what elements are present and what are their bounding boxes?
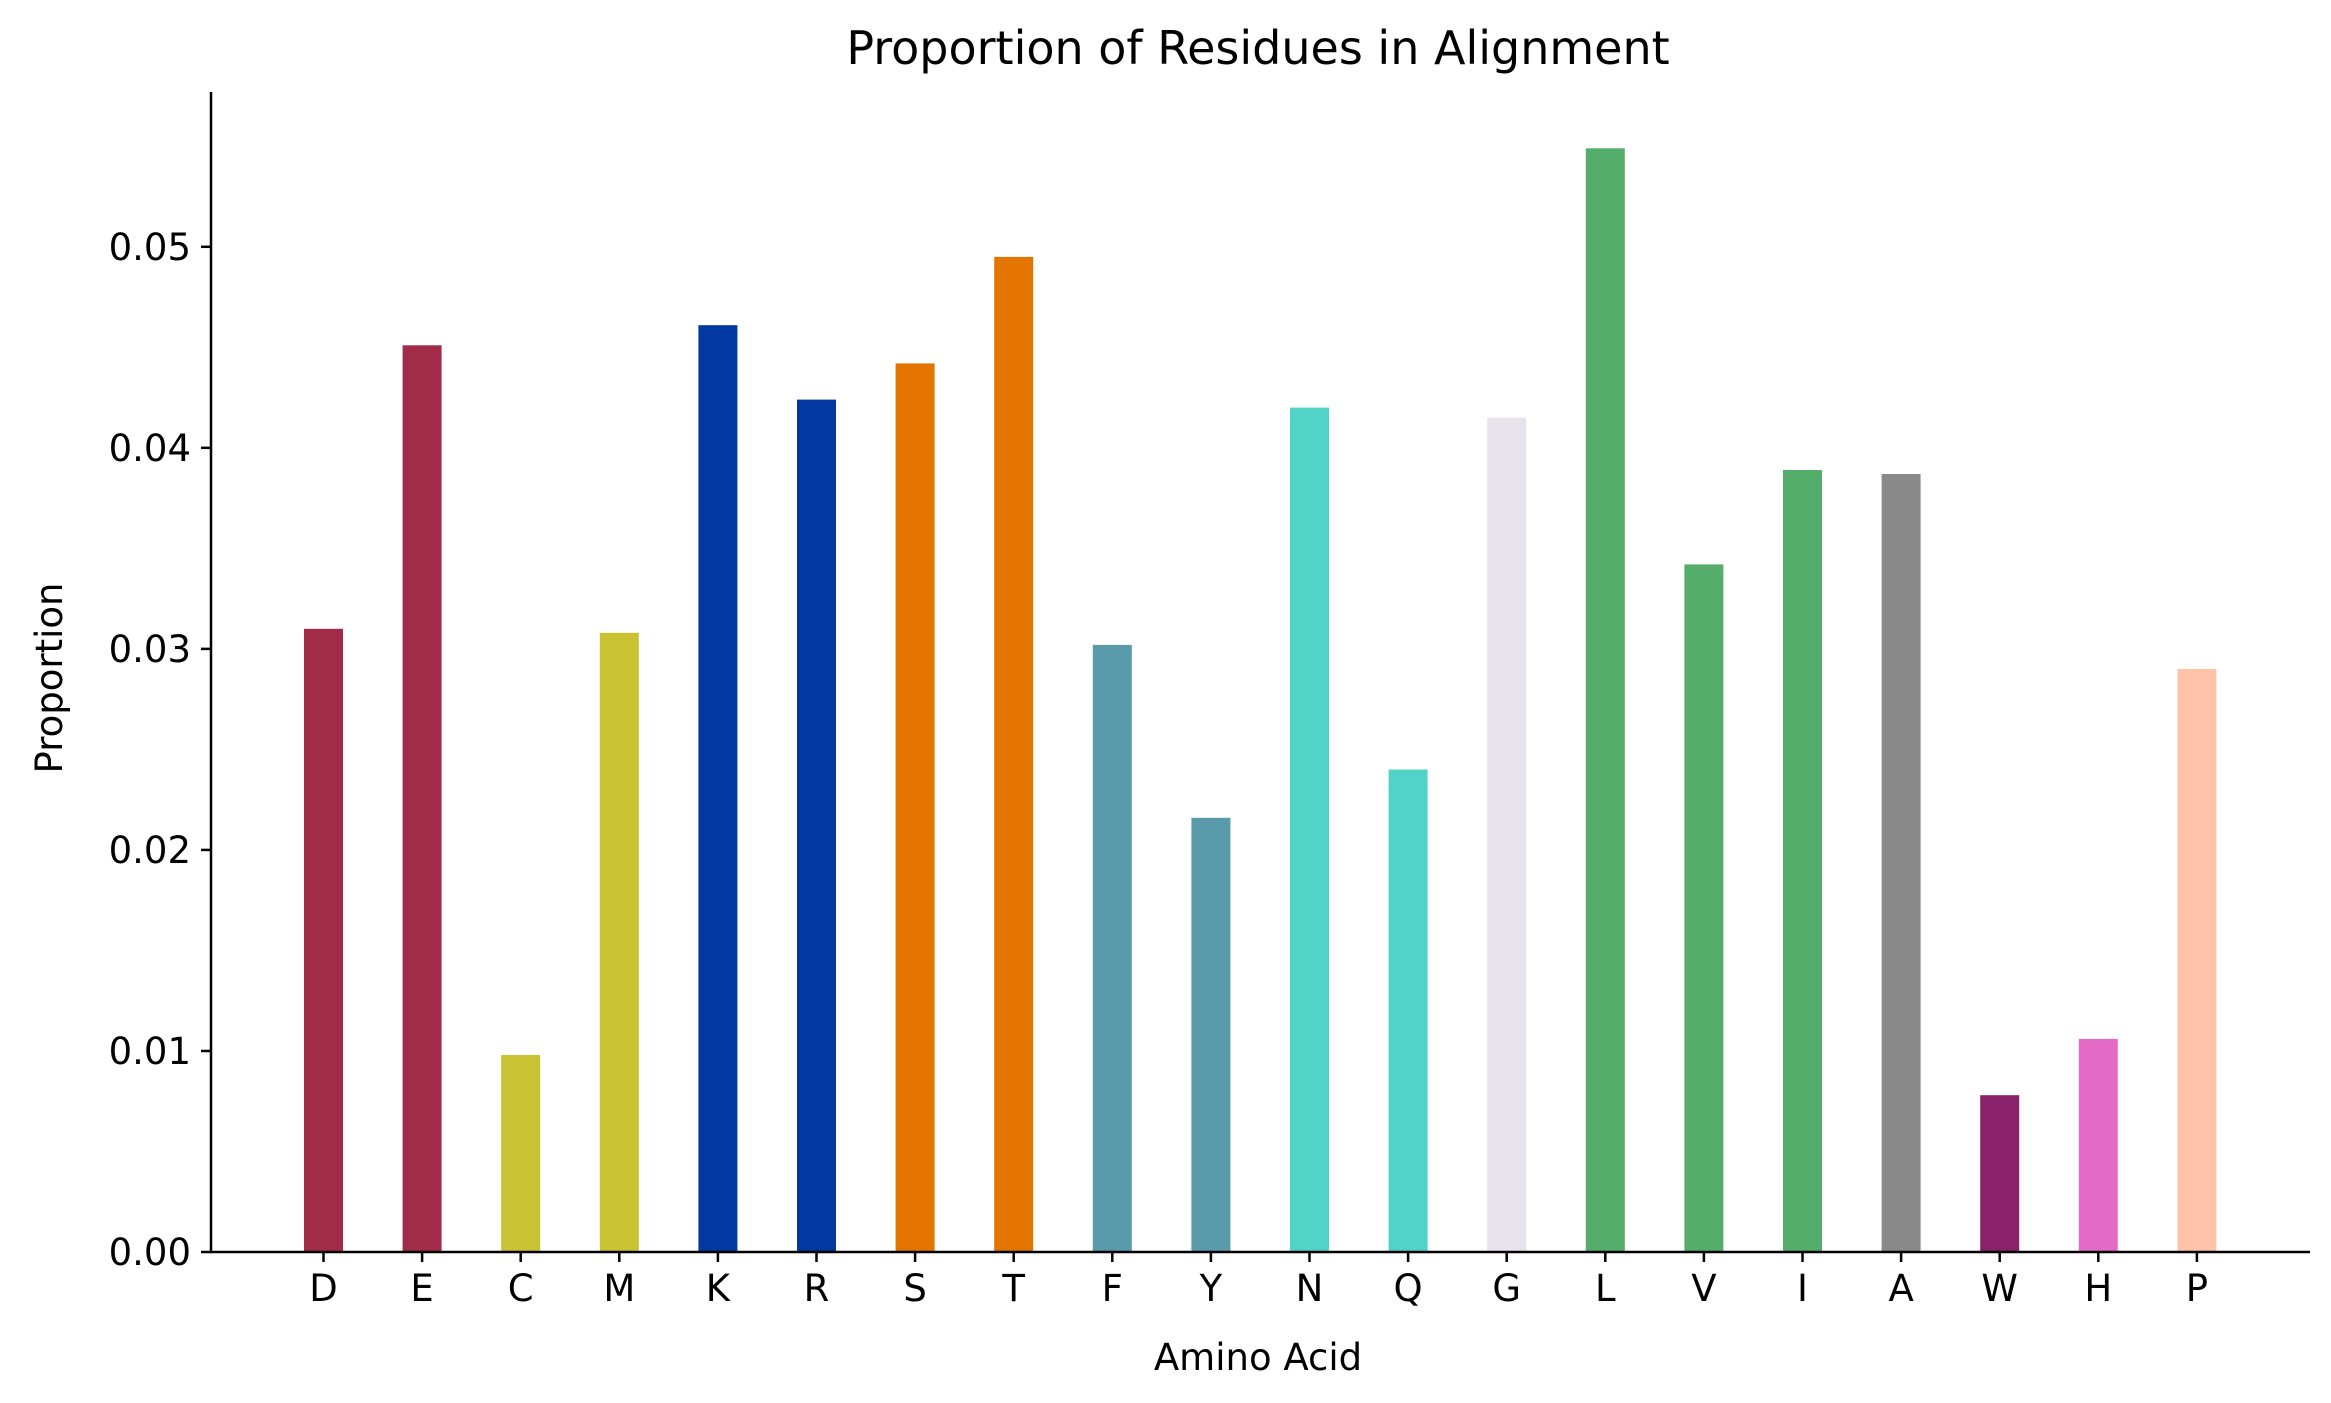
bar-Y	[1191, 817, 1231, 1252]
x-tick-label: H	[2084, 1267, 2112, 1310]
bar-M	[599, 632, 639, 1252]
x-tick-label: A	[1888, 1267, 1913, 1310]
bar-F	[1092, 644, 1132, 1252]
bars-group	[304, 148, 2217, 1253]
bar-N	[1290, 407, 1329, 1253]
y-axis-label: Proportion	[28, 583, 71, 774]
y-tick-label: 0.03	[109, 628, 191, 671]
x-axis-label: Amino Acid	[1154, 1336, 1362, 1379]
bar-L	[1585, 148, 1625, 1252]
x-tick-label: S	[903, 1267, 927, 1310]
bar-E	[402, 345, 442, 1252]
bar-W	[1980, 1095, 2020, 1252]
x-tick-label: Y	[1199, 1267, 1223, 1310]
x-tick-label: D	[309, 1267, 338, 1310]
x-tick-label: P	[2186, 1267, 2208, 1310]
y-tick-label: 0.05	[109, 226, 191, 269]
x-tick-label: N	[1296, 1267, 1324, 1310]
x-tick-label: V	[1691, 1267, 1716, 1310]
x-tick-label: Q	[1394, 1267, 1423, 1310]
bar-D	[304, 628, 343, 1252]
bar-S	[895, 363, 935, 1252]
bar-K	[698, 325, 738, 1252]
bar-R	[797, 399, 836, 1253]
bar-G	[1487, 417, 1527, 1252]
bar-T	[994, 256, 1034, 1252]
y-tick-label: 0.00	[109, 1231, 191, 1274]
y-tick-label: 0.04	[109, 427, 191, 470]
x-tick-label: F	[1102, 1267, 1123, 1310]
x-tick-label: T	[1001, 1267, 1025, 1310]
bar-P	[2177, 669, 2217, 1252]
chart-title: Proportion of Residues in Alignment	[846, 21, 1669, 75]
x-tick-label: M	[603, 1267, 635, 1310]
x-tick-label: G	[1492, 1267, 1521, 1310]
bar-I	[1783, 470, 1822, 1252]
bar-Q	[1388, 769, 1428, 1252]
bar-H	[2078, 1038, 2118, 1252]
y-tick-label: 0.02	[109, 829, 191, 872]
x-tick-label: E	[410, 1267, 433, 1310]
y-axis-ticks: 0.00 0.01 0.02 0.03 0.04 0.05	[109, 226, 211, 1274]
x-tick-label: I	[1797, 1267, 1808, 1310]
bar-V	[1684, 564, 1724, 1252]
x-tick-label: R	[804, 1267, 830, 1310]
bar-C	[501, 1055, 541, 1252]
x-tick-label: K	[706, 1267, 732, 1310]
bar-A	[1881, 474, 1921, 1252]
x-tick-label: L	[1595, 1267, 1616, 1310]
x-tick-label: C	[508, 1267, 534, 1310]
x-tick-label: W	[1981, 1267, 2018, 1310]
y-tick-label: 0.01	[109, 1030, 191, 1073]
